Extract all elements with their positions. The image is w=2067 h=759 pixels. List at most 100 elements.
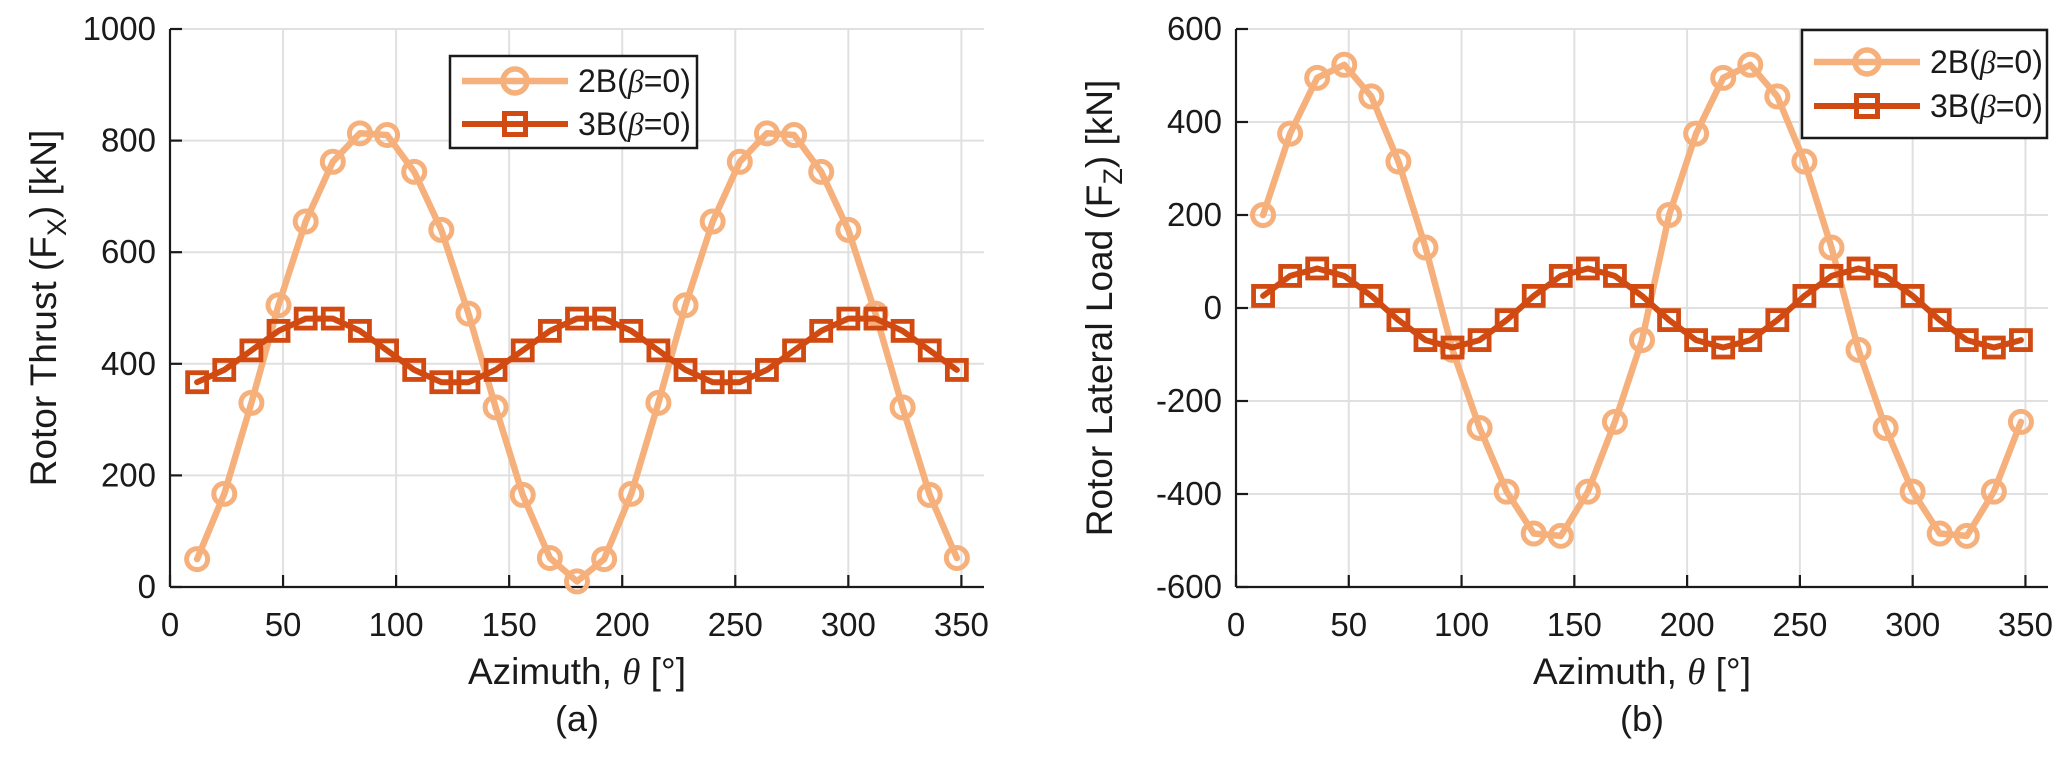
series-3B-marker: [1711, 335, 1736, 360]
series-2B-marker: [1250, 202, 1277, 228]
series-2B-marker: [319, 148, 346, 175]
series-3B-marker: [402, 358, 427, 382]
series-3B-marker: [1494, 308, 1519, 332]
x-axis-label: Azimuth, θ [°]: [468, 651, 686, 693]
series-3B-marker: [755, 358, 779, 382]
series-2B-marker: [1466, 414, 1493, 441]
series-2B-marker: [1737, 51, 1764, 78]
y-tick-label: 600: [101, 233, 156, 270]
x-tick-label: 300: [1885, 606, 1940, 643]
series-3B-marker: [592, 306, 617, 331]
series-3B-marker: [537, 318, 562, 343]
series-3B-marker: [1738, 328, 1763, 352]
series-2B-line: [193, 130, 961, 585]
series-2B-marker: [753, 120, 780, 147]
series-2B-marker: [1872, 414, 1899, 441]
series-2B-marker: [1764, 83, 1791, 110]
series-2B-marker: [1818, 234, 1845, 261]
legend-circle-marker-icon: [500, 66, 530, 96]
y-tick-label: 800: [101, 122, 156, 159]
series-3B-marker: [890, 318, 915, 343]
y-tick-label: 0: [1204, 289, 1222, 326]
series-3B-marker: [727, 370, 752, 395]
series-3B-marker: [646, 338, 671, 363]
series-2B-marker: [1656, 202, 1683, 228]
series-2B-marker: [943, 544, 970, 571]
series-3B-marker: [1846, 256, 1871, 281]
series-2B-marker: [265, 292, 292, 319]
series-3B-marker: [1413, 328, 1438, 352]
series-3B-marker: [348, 318, 372, 343]
series-3B-marker: [1981, 335, 2006, 360]
series-3B-marker: [375, 338, 399, 363]
y-tick-label: -200: [1156, 382, 1222, 419]
y-tick-label: 200: [1167, 196, 1222, 233]
series-2B-marker: [564, 568, 590, 595]
x-tick-label: 150: [482, 606, 537, 643]
series-3B-marker: [1684, 328, 1709, 352]
series-3B-marker: [185, 370, 210, 395]
series-3B-marker: [1630, 284, 1654, 308]
y-axis-label: Rotor Thrust (FX) [kN]: [23, 130, 72, 487]
x-tick-label: 100: [369, 606, 424, 643]
series-2B-marker: [238, 389, 265, 416]
series-2B-marker: [428, 216, 455, 243]
series-2B-marker: [916, 481, 943, 508]
series-2B-marker: [699, 208, 726, 235]
legend-label: 2B(β=0): [1930, 44, 2043, 80]
legend-square-marker-icon: [502, 111, 528, 137]
series-2B-marker: [781, 122, 808, 149]
series-2B-marker: [1899, 478, 1926, 505]
legend-square-marker-icon: [1854, 93, 1880, 119]
series-2B-marker: [346, 120, 373, 147]
series-3B-marker: [782, 338, 806, 363]
series-3B-marker: [1792, 284, 1817, 308]
series-3B-marker: [1332, 264, 1357, 288]
x-tick-label: 300: [821, 606, 876, 643]
series-3B-marker: [1521, 284, 1546, 308]
y-tick-label: -600: [1156, 568, 1222, 605]
series-3B-marker: [836, 306, 861, 331]
y-tick-label: 1000: [83, 10, 156, 47]
series-2B-marker: [211, 480, 238, 507]
series-2B-marker: [1710, 64, 1737, 91]
x-tick-label: 150: [1547, 606, 1602, 643]
series-2B-marker: [184, 546, 211, 573]
series-3B-marker: [1873, 264, 1898, 288]
series-2B-marker: [726, 148, 753, 175]
series-3B-marker: [483, 358, 508, 382]
series-2B-marker: [536, 544, 563, 571]
x-tick-label: 0: [1227, 606, 1245, 643]
series-2B-marker: [374, 122, 401, 149]
y-tick-label: 600: [1167, 10, 1222, 47]
series-3B-marker: [1278, 264, 1303, 288]
series-2B-marker: [1493, 478, 1520, 505]
series-2B-marker: [1520, 520, 1547, 547]
chart-b-rotor-lateral-load: 0 50 100 150 200 250 300 350 -600 -400 -200 0 200 400…: [1079, 10, 2053, 739]
x-tick-label: 200: [1660, 606, 1715, 643]
series-2B-marker: [292, 208, 319, 235]
series-3B-marker: [809, 318, 834, 343]
series-2B-line: [1259, 61, 2025, 540]
series-3B-marker: [1657, 308, 1681, 332]
series-3B-marker: [565, 306, 589, 331]
series-3B-marker: [619, 318, 644, 343]
series-2B-marker: [1926, 520, 1953, 547]
series-2B-marker: [1845, 336, 1872, 363]
series-2B-marker: [1412, 234, 1439, 261]
series-3B-marker: [212, 358, 237, 382]
series-2B-marker: [401, 158, 428, 185]
series-2B-marker: [835, 216, 862, 243]
series-3B-marker: [266, 318, 291, 343]
panel-caption: (b): [1620, 698, 1664, 739]
series-3B-marker: [1359, 284, 1384, 308]
series-3B-marker: [1467, 328, 1492, 352]
series-2B-marker: [1601, 408, 1628, 435]
series-3B-marker: [293, 306, 318, 331]
series-2B-marker: [1358, 83, 1385, 110]
series-2B-marker: [645, 389, 672, 416]
series-2B-marker: [1683, 120, 1710, 147]
x-axis-label: Azimuth, θ [°]: [1533, 651, 1751, 693]
series-3B-marker: [1251, 284, 1275, 308]
x-tick-label: 0: [161, 606, 179, 643]
